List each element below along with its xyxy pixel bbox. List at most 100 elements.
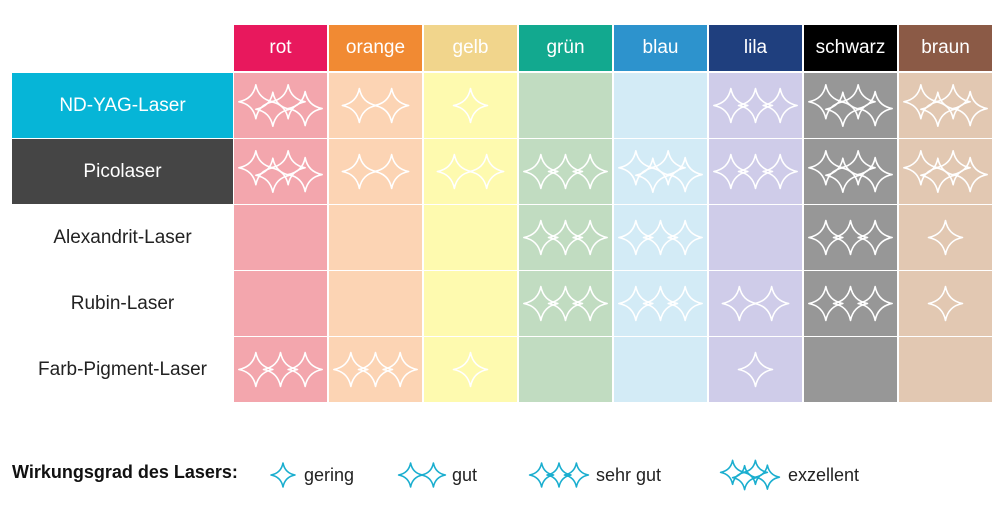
sparkle-icon bbox=[287, 90, 323, 127]
column-header: blau bbox=[614, 25, 707, 71]
sparkle-icon bbox=[452, 351, 489, 388]
sparkle-icon bbox=[840, 83, 876, 120]
table-cell bbox=[804, 271, 897, 336]
table-cell bbox=[709, 205, 802, 270]
sparkle-icon bbox=[737, 351, 774, 388]
rating-sparkles bbox=[927, 285, 964, 322]
legend-label: exzellent bbox=[788, 464, 860, 485]
legend-title: Wirkungsgrad des Lasers: bbox=[12, 462, 238, 482]
table-cell bbox=[234, 271, 327, 336]
column-header: schwarz bbox=[804, 25, 897, 71]
sparkle-icon bbox=[713, 87, 749, 124]
table-cell bbox=[804, 73, 897, 138]
table-cell bbox=[899, 139, 992, 204]
sparkle-icon bbox=[618, 285, 654, 322]
table-cell bbox=[899, 205, 992, 270]
column-header: gelb bbox=[424, 25, 517, 71]
rating-sparkles bbox=[903, 83, 988, 128]
sparkle-icon bbox=[572, 285, 608, 322]
sparkle-icon bbox=[287, 156, 323, 193]
sparkle-icon bbox=[808, 149, 844, 186]
sparkle-icon bbox=[808, 285, 844, 322]
table-cell bbox=[614, 205, 707, 270]
sparkle-icon bbox=[808, 219, 844, 256]
sparkle-icon bbox=[618, 219, 654, 256]
sparkle-icon bbox=[528, 462, 555, 488]
rating-sparkles bbox=[808, 219, 893, 256]
table-cell bbox=[614, 73, 707, 138]
sparkle-icon bbox=[341, 153, 378, 190]
rating-sparkles bbox=[523, 153, 608, 190]
sparkle-icon bbox=[547, 219, 584, 256]
sparkle-icon bbox=[754, 464, 781, 490]
rating-sparkles bbox=[238, 83, 323, 128]
table-cell bbox=[519, 337, 612, 402]
sparkle-icon bbox=[762, 153, 798, 190]
sparkle-icon bbox=[262, 351, 299, 388]
table-cell bbox=[519, 271, 612, 336]
table-cell bbox=[709, 337, 802, 402]
legend-label: sehr gut bbox=[596, 464, 662, 485]
sparkle-icon bbox=[857, 90, 893, 127]
sparkle-icon bbox=[762, 87, 798, 124]
sparkle-icon bbox=[857, 285, 893, 322]
rating-sparkles bbox=[333, 351, 418, 388]
rating-sparkles bbox=[713, 87, 798, 124]
legend-item: sehr gut bbox=[528, 458, 662, 492]
sparkle-icon bbox=[903, 83, 939, 120]
sparkle-icon bbox=[737, 87, 774, 124]
table-cell bbox=[709, 73, 802, 138]
table-cell bbox=[329, 271, 422, 336]
table-cell bbox=[329, 337, 422, 402]
sparkle-icon bbox=[287, 351, 323, 388]
sparkle-icon bbox=[935, 149, 971, 186]
sparkle-icon bbox=[452, 87, 489, 124]
sparkle-icon bbox=[903, 149, 939, 186]
sparkle-icon bbox=[373, 153, 410, 190]
rating-sparkles bbox=[238, 351, 323, 388]
sparkle-icon bbox=[572, 219, 608, 256]
table-cell bbox=[234, 205, 327, 270]
table-cell bbox=[424, 205, 517, 270]
rating-sparkles bbox=[808, 285, 893, 322]
sparkle-icon bbox=[857, 219, 893, 256]
table-cell bbox=[519, 205, 612, 270]
row-label: Rubin-Laser bbox=[70, 292, 175, 314]
table-cell bbox=[329, 73, 422, 138]
sparkle-icon bbox=[713, 153, 749, 190]
sparkle-icon bbox=[667, 285, 703, 322]
table-cell bbox=[424, 337, 517, 402]
table-cell bbox=[899, 337, 992, 402]
sparkle-icon bbox=[840, 149, 876, 186]
sparkle-icon bbox=[547, 153, 584, 190]
rating-sparkles bbox=[618, 285, 703, 322]
table-cell bbox=[614, 271, 707, 336]
column-header: orange bbox=[329, 25, 422, 71]
sparkle-icon bbox=[927, 285, 964, 322]
legend-sparkle-icon bbox=[528, 462, 590, 488]
sparkle-icon bbox=[270, 149, 306, 186]
table-cell bbox=[519, 139, 612, 204]
legend-sparkle-icon bbox=[397, 462, 447, 488]
rating-sparkles bbox=[523, 219, 608, 256]
legend-label: gering bbox=[304, 464, 355, 485]
row-label: Picolaser bbox=[12, 139, 233, 204]
sparkle-icon bbox=[373, 87, 410, 124]
sparkle-icon bbox=[523, 153, 559, 190]
table-cell bbox=[424, 139, 517, 204]
sparkle-icon bbox=[547, 285, 584, 322]
sparkle-icon bbox=[238, 83, 274, 120]
rating-sparkles bbox=[618, 149, 703, 194]
sparkle-icon bbox=[420, 462, 447, 488]
sparkle-icon bbox=[341, 87, 378, 124]
sparkle-icon bbox=[238, 149, 274, 186]
sparkle-icon bbox=[357, 351, 394, 388]
legend-item: exzellent bbox=[719, 458, 860, 492]
column-header: grün bbox=[519, 25, 612, 71]
rating-sparkles bbox=[808, 149, 893, 194]
column-header: rot bbox=[234, 25, 327, 71]
sparkle-icon bbox=[742, 459, 769, 486]
sparkle-icon bbox=[436, 153, 473, 190]
rating-sparkles bbox=[452, 351, 489, 388]
sparkle-icon bbox=[667, 219, 703, 256]
